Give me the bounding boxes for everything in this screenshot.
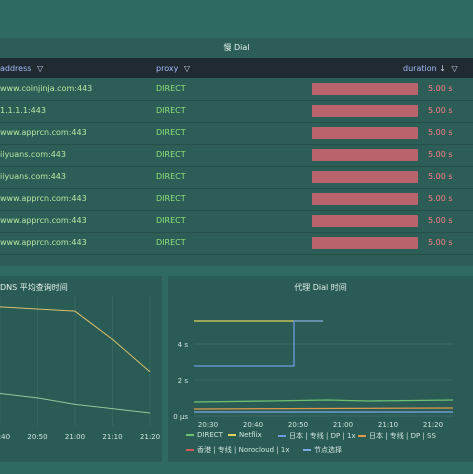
legend-swatch: [278, 435, 286, 437]
x-tick-label: 21:00: [65, 433, 85, 441]
address-cell: www.coinjinja.com:443: [0, 84, 93, 93]
table-row[interactable]: iiyuans.com:443 DIRECT 5.00 s: [0, 144, 473, 167]
table-row[interactable]: iiyuans.com:443 DIRECT 5.00 s: [0, 166, 473, 189]
series-line: [193, 407, 454, 410]
legend-item[interactable]: 香港 | 专线 | Norocloud | 1x: [186, 445, 290, 455]
proxy-dial-time-panel: 代理 Dial 时间 0 μs 2 s 4 s 20:30 20:40 20:50 21:0…: [168, 276, 473, 462]
legend-label: 日本 | 专线 | DP | SS: [369, 432, 436, 440]
x-tick-label: 21:10: [102, 433, 122, 441]
duration-cell: 5.00 s: [428, 106, 453, 115]
duration-bar: [312, 215, 418, 227]
x-tick-label: 21:20: [140, 433, 160, 441]
proxy-cell: DIRECT: [156, 172, 186, 181]
legend-label: 日本 | 专线 | DP | 1x: [289, 432, 356, 440]
proxy-cell: DIRECT: [156, 150, 186, 159]
series-line: [194, 320, 323, 367]
proxy-cell: DIRECT: [156, 216, 186, 225]
proxy-cell: DIRECT: [156, 194, 186, 203]
table-row[interactable]: www.coinjinja.com:443 DIRECT 5.00 s: [0, 78, 473, 101]
table-row[interactable]: www.apprcn.com:443 DIRECT 5.00 s: [0, 188, 473, 211]
x-tick-label: 21:00: [333, 421, 353, 429]
legend-label: DIRECT: [197, 431, 223, 439]
dns-chart: 20:40 20:50 21:00 21:10 21:20: [0, 296, 160, 441]
legend-label: 香港 | 专线 | Norocloud | 1x: [197, 446, 290, 454]
proxy-cell: DIRECT: [156, 84, 186, 93]
proxy-chart: 0 μs 2 s 4 s 20:30 20:40 20:50 21:00 21:10 21:20: [173, 320, 454, 429]
y-tick-label: 2 s: [178, 377, 189, 385]
filter-icon[interactable]: ▽: [183, 64, 191, 73]
duration-bar: [312, 149, 418, 161]
legend-item[interactable]: 日本 | 专线 | DP | 1x: [278, 431, 356, 441]
chart-title: DNS 平均查询时间: [0, 283, 68, 292]
legend-swatch: [358, 435, 366, 437]
dns-query-time-panel: DNS 平均查询时间 20:40 20:50 21:00 21:10 21:20: [0, 276, 162, 462]
x-tick-label: 20:30: [198, 421, 218, 429]
legend-label: Netflix: [239, 431, 262, 439]
table-row[interactable]: 1.1.1.1:443 DIRECT 5.00 s: [0, 100, 473, 123]
table-row[interactable]: www.apprcn.com:443 DIRECT 5.00 s: [0, 210, 473, 233]
duration-bar: [312, 171, 418, 183]
table-row[interactable]: www.apprcn.com:443 DIRECT 5.00 s: [0, 122, 473, 145]
panel-title: 慢 Dial: [223, 43, 250, 52]
y-tick-label: 0 μs: [173, 413, 188, 421]
slow-dial-panel: 慢 Dial address ▽ proxy ▽ duration ↓ ▽ ww…: [0, 38, 473, 266]
column-duration-label: duration: [403, 64, 437, 73]
legend-swatch: [303, 449, 311, 451]
address-cell: iiyuans.com:443: [0, 150, 66, 159]
x-tick-label: 21:20: [423, 421, 443, 429]
filter-icon[interactable]: ▽: [451, 64, 458, 73]
legend-item[interactable]: DIRECT: [186, 431, 223, 439]
column-duration[interactable]: duration ↓ ▽: [403, 64, 458, 73]
address-cell: www.apprcn.com:443: [0, 216, 87, 225]
duration-bar: [312, 127, 418, 139]
legend-label: 节点选择: [314, 446, 342, 454]
duration-cell: 5.00 s: [428, 216, 453, 225]
duration-bar: [312, 105, 418, 117]
address-cell: www.apprcn.com:443: [0, 194, 87, 203]
x-tick-label: 21:10: [378, 421, 398, 429]
chart-title: 代理 Dial 时间: [294, 283, 347, 292]
column-address-label: address: [0, 64, 32, 73]
duration-cell: 5.00 s: [428, 194, 453, 203]
duration-cell: 5.00 s: [428, 84, 453, 93]
x-tick-label: 20:40: [243, 421, 263, 429]
address-cell: www.apprcn.com:443: [0, 128, 87, 137]
x-tick-label: 20:40: [0, 433, 10, 441]
duration-bar: [312, 83, 418, 95]
proxy-cell: DIRECT: [156, 238, 186, 247]
legend-swatch: [228, 434, 236, 436]
proxy-cell: DIRECT: [156, 128, 186, 137]
table-header: address ▽ proxy ▽ duration ↓ ▽: [0, 58, 473, 78]
legend-item[interactable]: 节点选择: [303, 445, 342, 455]
address-cell: 1.1.1.1:443: [0, 106, 46, 115]
address-cell: www.apprcn.com:443: [0, 238, 87, 247]
duration-bar: [312, 193, 418, 205]
column-proxy-label: proxy: [156, 64, 179, 73]
duration-cell: 5.00 s: [428, 150, 453, 159]
proxy-cell: DIRECT: [156, 106, 186, 115]
address-cell: iiyuans.com:443: [0, 172, 66, 181]
legend-item[interactable]: Netflix: [228, 431, 262, 439]
series-line: [193, 399, 454, 403]
filter-icon[interactable]: ▽: [36, 64, 44, 73]
series-line: [0, 393, 151, 414]
legend-swatch: [186, 434, 194, 436]
duration-cell: 5.00 s: [428, 128, 453, 137]
table-row[interactable]: www.apprcn.com:443 DIRECT 5.00 s: [0, 232, 473, 255]
duration-bar: [312, 237, 418, 249]
x-tick-label: 20:50: [27, 433, 47, 441]
arrow-down-icon[interactable]: ↓: [439, 64, 446, 73]
x-tick-label: 20:50: [288, 421, 308, 429]
column-address[interactable]: address ▽: [0, 64, 43, 73]
duration-cell: 5.00 s: [428, 238, 453, 247]
legend-item[interactable]: 日本 | 专线 | DP | SS: [358, 431, 436, 441]
column-proxy[interactable]: proxy ▽: [156, 64, 190, 73]
series-line: [0, 306, 151, 373]
legend-swatch: [186, 449, 194, 451]
y-tick-label: 4 s: [178, 341, 189, 349]
duration-cell: 5.00 s: [428, 172, 453, 181]
